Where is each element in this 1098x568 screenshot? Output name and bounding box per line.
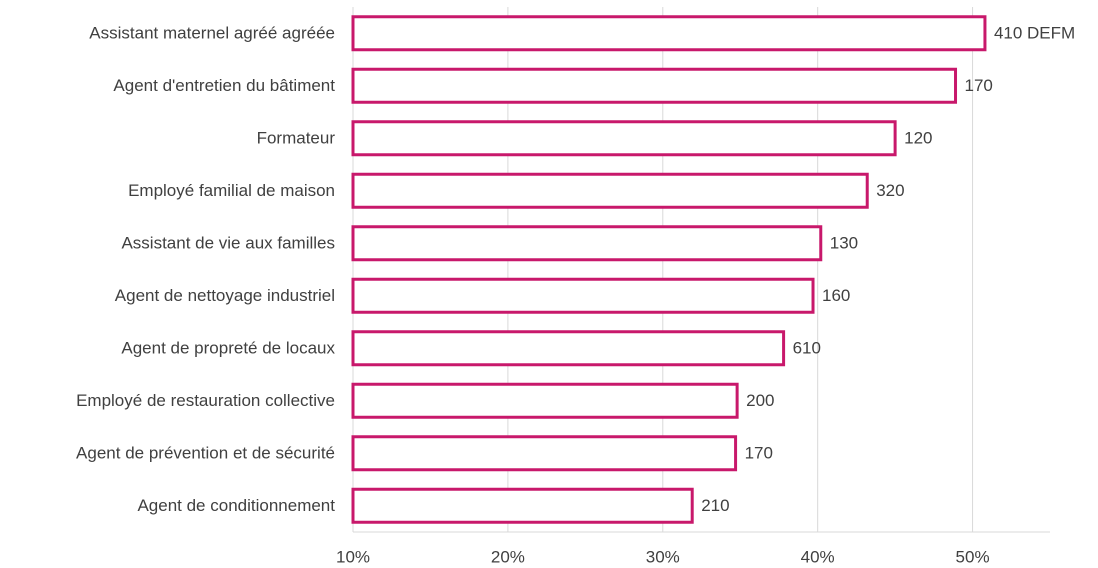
bar (351, 67, 958, 104)
y-tick-label: Agent de nettoyage industriel (115, 286, 335, 305)
bar-label: 120 (904, 129, 932, 148)
x-tick-label: 10% (336, 547, 370, 566)
x-tick-label: 20% (491, 547, 525, 566)
bar (351, 225, 823, 262)
y-tick-label: Formateur (257, 129, 336, 148)
bar (351, 330, 786, 367)
bar-label: 160 (822, 286, 850, 305)
x-tick-label: 30% (646, 547, 680, 566)
y-tick-label: Employé de restauration collective (76, 391, 335, 410)
x-tick-label: 50% (956, 547, 990, 566)
y-tick-label: Employé familial de maison (128, 181, 335, 200)
bar-label: 130 (830, 234, 858, 253)
bar-label: 170 (745, 444, 773, 463)
bar-label: 410 DEFM (994, 24, 1075, 43)
bar (351, 382, 739, 419)
y-tick-label: Agent d'entretien du bâtiment (113, 76, 335, 95)
y-tick-label: Assistant maternel agréé agréée (89, 24, 335, 43)
bar (351, 277, 815, 314)
bar-label: 610 (793, 339, 821, 358)
bar-label: 200 (746, 391, 774, 410)
bar-label: 320 (876, 181, 904, 200)
y-tick-label: Agent de conditionnement (137, 496, 335, 515)
y-tick-label: Agent de propreté de locaux (121, 339, 335, 358)
bar (351, 435, 738, 472)
bar (351, 120, 897, 157)
bar-label: 170 (965, 76, 993, 95)
bar (351, 487, 694, 524)
y-tick-label: Agent de prévention et de sécurité (76, 444, 335, 463)
x-tick-label: 40% (801, 547, 835, 566)
bar-label: 210 (701, 496, 729, 515)
bar (351, 172, 869, 209)
y-tick-label: Assistant de vie aux familles (121, 234, 335, 253)
bar (351, 15, 987, 52)
